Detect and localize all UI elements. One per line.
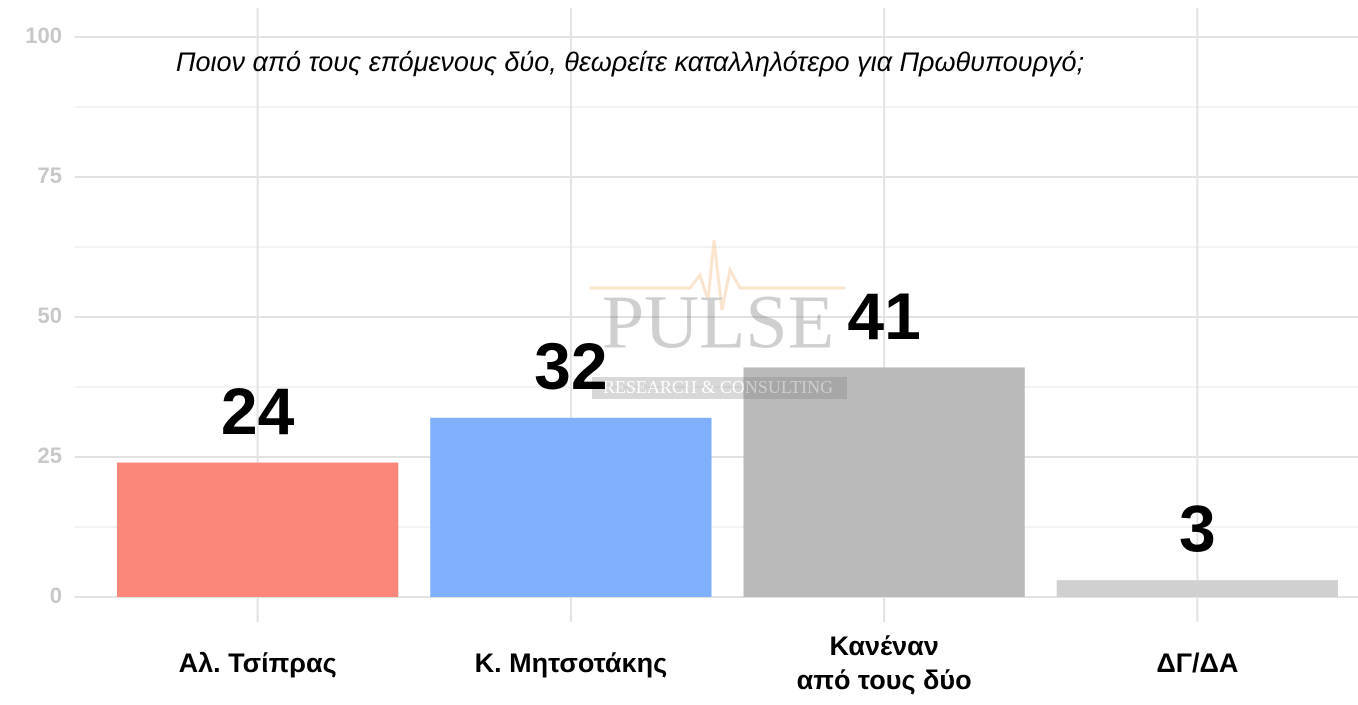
bar xyxy=(116,462,399,597)
value-label: 24 xyxy=(221,374,295,448)
x-tick-label: Αλ. Τσίπρας xyxy=(179,648,337,678)
watermark: PULSE RESEARCH & CONSULTING xyxy=(590,239,847,399)
watermark-text: PULSE xyxy=(602,280,834,364)
marks xyxy=(116,367,1339,597)
y-tick-label: 75 xyxy=(38,163,62,188)
grid xyxy=(75,8,1358,622)
y-tick-label: 100 xyxy=(25,23,62,48)
chart-title: Ποιον από τους επόμενους δύο, θεωρείτε κ… xyxy=(176,47,1084,77)
x-tick-line: Κανέναν xyxy=(829,631,938,661)
watermark-band xyxy=(592,377,847,399)
bar xyxy=(743,367,1025,597)
y-tick-label: 50 xyxy=(38,303,62,328)
watermark-sub: RESEARCH & CONSULTING xyxy=(603,377,833,397)
y-tick-label: 0 xyxy=(50,583,62,608)
y-tick-label: 25 xyxy=(38,443,62,468)
value-label: 3 xyxy=(1179,492,1216,566)
x-tick-line: από τους δύο xyxy=(797,665,972,695)
x-tick-label: Κανέναν από τους δύο xyxy=(797,631,972,695)
bar xyxy=(430,417,712,597)
bar xyxy=(1056,580,1339,597)
x-tick-label: Κ. Μητσοτάκης xyxy=(475,648,667,678)
watermark-pulse xyxy=(590,239,845,311)
value-label: 32 xyxy=(534,329,607,403)
value-label: 41 xyxy=(847,279,920,353)
x-tick-label: ΔΓ/ΔΑ xyxy=(1156,648,1238,678)
